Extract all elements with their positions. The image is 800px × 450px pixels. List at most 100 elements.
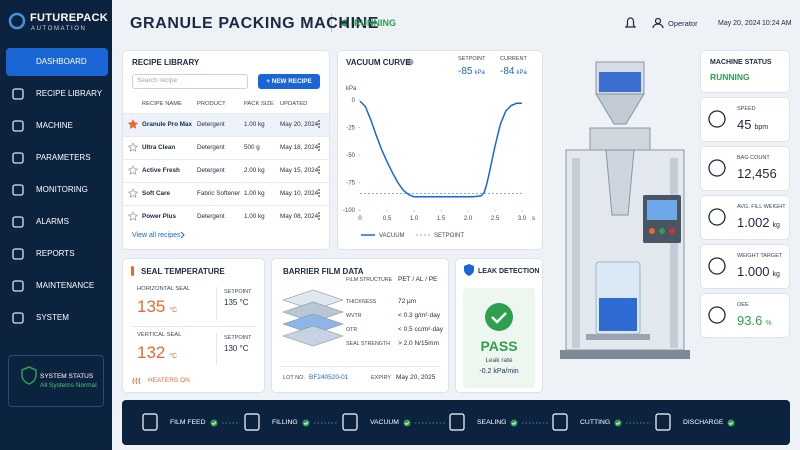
header-status: RUNNING [354, 18, 396, 28]
row-menu-dot [318, 120, 320, 122]
card-title: VACUUM CURVE [346, 58, 411, 67]
column-header: PACK SIZE [244, 101, 274, 107]
metric-label: BAG COUNT [737, 155, 770, 161]
film-property: WVTR [346, 313, 362, 319]
metric-icon [708, 110, 726, 128]
row-menu-dot [318, 212, 320, 214]
step-label: FILLING [272, 419, 298, 426]
table-row[interactable] [123, 136, 329, 159]
nav-icon [12, 184, 24, 196]
expiry-label: EXPIRY [371, 375, 392, 381]
nav-item[interactable] [6, 48, 108, 76]
value: 45 [737, 117, 752, 132]
expiry-value: May 20, 2025 [396, 374, 436, 381]
table-cell: 2.00 kg [244, 167, 265, 174]
hopper-cone [595, 93, 645, 125]
x-tick-label: 0 [358, 216, 362, 222]
nav-label[interactable]: REPORTS [36, 249, 75, 258]
table-row[interactable] [123, 182, 329, 205]
card-title: BARRIER FILM DATA [283, 267, 364, 276]
y-tick-label: -25 [346, 126, 355, 132]
nav-icon [12, 216, 24, 228]
nav-label[interactable]: PARAMETERS [36, 153, 91, 162]
nav-icon [12, 248, 24, 260]
value: 93.6 [737, 313, 763, 328]
step-check-mark [404, 421, 410, 426]
step-icon [142, 413, 158, 431]
nav-label[interactable]: ALARMS [36, 217, 69, 226]
step-check-mark [615, 421, 621, 426]
y-tick-label: -100 [343, 208, 356, 214]
x-tick-label: 1.0 [410, 216, 419, 222]
legend-label: VACUUM [379, 233, 405, 239]
film-value: < 0.5 cc/m²·day [398, 326, 443, 333]
table-row[interactable] [123, 113, 329, 136]
legend-label: SETPOINT [434, 233, 464, 239]
favorite-star [127, 211, 139, 221]
film-layer [282, 325, 344, 347]
seal-label: VERTICAL SEAL [137, 332, 182, 338]
row-menu-dot [318, 149, 320, 151]
table-cell: Granule Pro Max [142, 121, 193, 128]
row-menu-dot [318, 172, 320, 174]
lot-value: BF240520-01 [309, 374, 349, 381]
film-property: THICKNESS [346, 299, 377, 305]
table-cell: Power Plus [142, 213, 176, 220]
unit: bpm [754, 124, 769, 131]
heater-icon [132, 377, 141, 385]
film-value: 72 µm [398, 298, 417, 305]
table-cell: Detergent [197, 167, 225, 174]
value: 12,456 [737, 166, 777, 181]
shield-icon [21, 366, 37, 385]
metric-card [700, 195, 790, 240]
step-icon [552, 413, 568, 431]
vacuum-card [337, 50, 543, 250]
film-value: > 2.0 N/15mm [398, 340, 440, 347]
setpoint-label: SETPOINT [224, 289, 252, 295]
metric-icon [708, 306, 726, 324]
nav-label[interactable]: DASHBOARD [36, 57, 87, 66]
step-label: VACUUM [370, 419, 399, 426]
table-row[interactable] [123, 205, 329, 228]
unit: % [765, 320, 772, 327]
step-check-mark [511, 421, 517, 426]
seal-value: 135 °C [137, 298, 177, 315]
setpoint-value: 135 °C [224, 298, 249, 307]
new-recipe-button[interactable]: + NEW RECIPE [258, 74, 320, 89]
table-row[interactable] [123, 159, 329, 182]
row-menu-dot [318, 166, 320, 168]
user-name[interactable]: Operator [668, 19, 698, 28]
lot-label: LOT NO. [283, 375, 305, 381]
step-icon [655, 413, 671, 431]
nav-label[interactable]: SYSTEM [36, 313, 69, 322]
value: -85 [458, 66, 473, 77]
setpoint-value: 130 °C [224, 344, 249, 353]
step-label: CUTTING [580, 419, 611, 426]
value: 1.000 [737, 264, 770, 279]
row-menu-dot [318, 143, 320, 145]
nav-label[interactable]: RECIPE LIBRARY [36, 89, 103, 98]
view-all-link[interactable]: View all recipes [132, 232, 181, 239]
control-button [649, 228, 655, 234]
metric-value: 45 bpm [737, 118, 768, 131]
y-tick-label: 0 [352, 98, 356, 104]
nav-label[interactable]: MAINTENANCE [36, 281, 95, 290]
card-title: MACHINE STATUS [710, 59, 772, 66]
table-cell: Fabric Softener [197, 190, 241, 197]
logo-icon [8, 12, 26, 30]
table-cell: May 08, 2024 [280, 213, 319, 220]
nav-label[interactable]: MONITORING [36, 185, 88, 194]
machine-state: RUNNING [710, 72, 750, 82]
table-cell: Detergent [197, 144, 225, 151]
machine-column [572, 158, 580, 348]
column-header: PRODUCT [197, 101, 226, 107]
thermometer-icon [131, 266, 134, 276]
search-box[interactable] [132, 74, 248, 89]
x-tick-label: 1.5 [437, 216, 446, 222]
nav-label[interactable]: MACHINE [36, 121, 73, 130]
page-title: GRANULE PACKING MACHINE [130, 15, 380, 32]
table-cell: Active Fresh [142, 167, 180, 174]
row-menu-dot [318, 169, 320, 171]
conveyor [586, 334, 650, 340]
